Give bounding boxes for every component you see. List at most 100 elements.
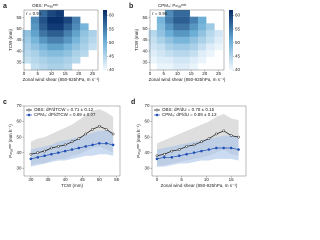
panel-title: CPM₄: Pₘₐₓᵉˣᵗʳ: [158, 3, 187, 8]
heatmap-cell: [156, 43, 166, 51]
legend-marker: [27, 113, 31, 117]
y-tick-label: 55: [142, 15, 148, 20]
panel-title: OBS: Pₘₐₓᵉˣᵗʳ: [32, 3, 58, 8]
legend-label: OBS: dP/dU = 0.78 ± 0.15: [162, 107, 215, 112]
data-point: [185, 145, 188, 148]
data-point: [229, 146, 233, 150]
data-point: [36, 155, 40, 159]
plot-frame: [23, 105, 121, 177]
colorbar-step: [103, 26, 107, 29]
heatmap-cell: [80, 50, 89, 57]
heatmap-cell: [71, 30, 81, 37]
plot-frame: [151, 105, 247, 177]
heatmap-cell: [189, 16, 199, 24]
heatmap-cell: [197, 30, 207, 37]
heatmap-cell: [55, 56, 64, 64]
colorbar-step: [103, 12, 107, 15]
y-tick-label: 55: [16, 15, 22, 20]
heatmap-cell: [156, 36, 166, 44]
heatmap-cell: [165, 63, 174, 71]
heatmap-cell: [22, 56, 32, 64]
y-tick-label: 50: [16, 26, 22, 31]
data-point: [63, 149, 67, 153]
panel-label: d: [131, 99, 135, 106]
heatmap-cell: [22, 43, 32, 51]
y-tick-label: 45: [142, 37, 148, 42]
heatmap-cell: [197, 16, 207, 24]
colorbar-step: [103, 42, 107, 45]
panel-label: a: [3, 3, 7, 10]
heatmap-cell: [173, 16, 182, 24]
heatmap-cell: [197, 36, 207, 44]
annotation: r = 0.95: [152, 11, 168, 16]
heatmap-cell: [39, 36, 48, 44]
data-point: [170, 155, 174, 159]
heatmap-cell: [88, 36, 97, 44]
heatmap-cell: [30, 63, 40, 71]
heatmap-cell: [63, 16, 73, 24]
colorbar-step: [229, 46, 233, 49]
heatmap-cell: [189, 43, 199, 51]
data-point: [29, 152, 33, 156]
heatmap-cell: [47, 50, 56, 57]
heatmap-cell: [173, 63, 182, 71]
heatmap-cell: [173, 56, 182, 64]
colorbar-step: [229, 10, 233, 13]
colorbar-step: [229, 26, 233, 29]
colorbar-step: [103, 38, 107, 41]
heatmap-cell: [189, 63, 199, 71]
colorbar-label: 55: [109, 26, 115, 31]
colorbar-step: [229, 24, 233, 27]
colorbar-step: [229, 36, 233, 39]
heatmap-cell: [71, 43, 81, 51]
heatmap-cell: [206, 36, 215, 44]
data-point: [56, 145, 60, 148]
data-point: [29, 157, 33, 161]
colorbar-step: [103, 28, 107, 31]
colorbar-step: [229, 68, 233, 71]
heatmap-cell: [165, 30, 174, 37]
panel-label: b: [129, 3, 133, 10]
heatmap-cell: [30, 43, 40, 51]
y-tick-label: 50: [144, 134, 150, 139]
data-point: [192, 143, 196, 147]
annotation: r = 0.91: [26, 11, 42, 16]
x-tick-label: 45: [80, 177, 86, 182]
y-tick-label: 35: [142, 59, 148, 64]
colorbar-step: [103, 32, 107, 35]
legend-marker: [155, 108, 159, 112]
heatmap-cell: [197, 23, 207, 31]
data-point: [43, 154, 46, 158]
y-tick-label: 40: [16, 150, 22, 155]
y-tick-label: 70: [144, 103, 150, 108]
heatmap-cell: [181, 23, 190, 31]
heatmap-cell: [181, 56, 190, 64]
data-point: [50, 152, 53, 156]
heatmap-cell: [63, 63, 73, 71]
heatmap-cell: [206, 50, 215, 57]
colorbar-label: 50: [235, 40, 241, 45]
heatmap-cell: [156, 23, 166, 31]
heatmap-cell: [80, 36, 89, 44]
data-point: [91, 143, 94, 147]
legend-marker: [27, 108, 31, 112]
data-point: [214, 132, 218, 136]
heatmap-cell: [165, 50, 174, 57]
heatmap-cell: [206, 43, 215, 51]
x-tick-label: 5: [36, 71, 39, 76]
x-axis-label: Zonal wind shear (850-925hPa, m s⁻¹): [161, 183, 238, 188]
colorbar-step: [229, 66, 233, 69]
heatmap-cell: [47, 43, 56, 51]
heatmap-cell: [30, 36, 40, 44]
x-tick-label: 20: [202, 71, 208, 76]
x-tick-label: 30: [28, 177, 34, 182]
colorbar-step: [229, 42, 233, 45]
colorbar-step: [103, 44, 107, 47]
colorbar-step: [229, 22, 233, 25]
heatmap-cell: [165, 16, 174, 24]
heatmap-cell: [63, 36, 73, 44]
x-tick-label: 5: [162, 71, 165, 76]
heatmap-cell: [71, 50, 81, 57]
data-point: [222, 146, 226, 150]
heatmap-cell: [30, 23, 40, 31]
